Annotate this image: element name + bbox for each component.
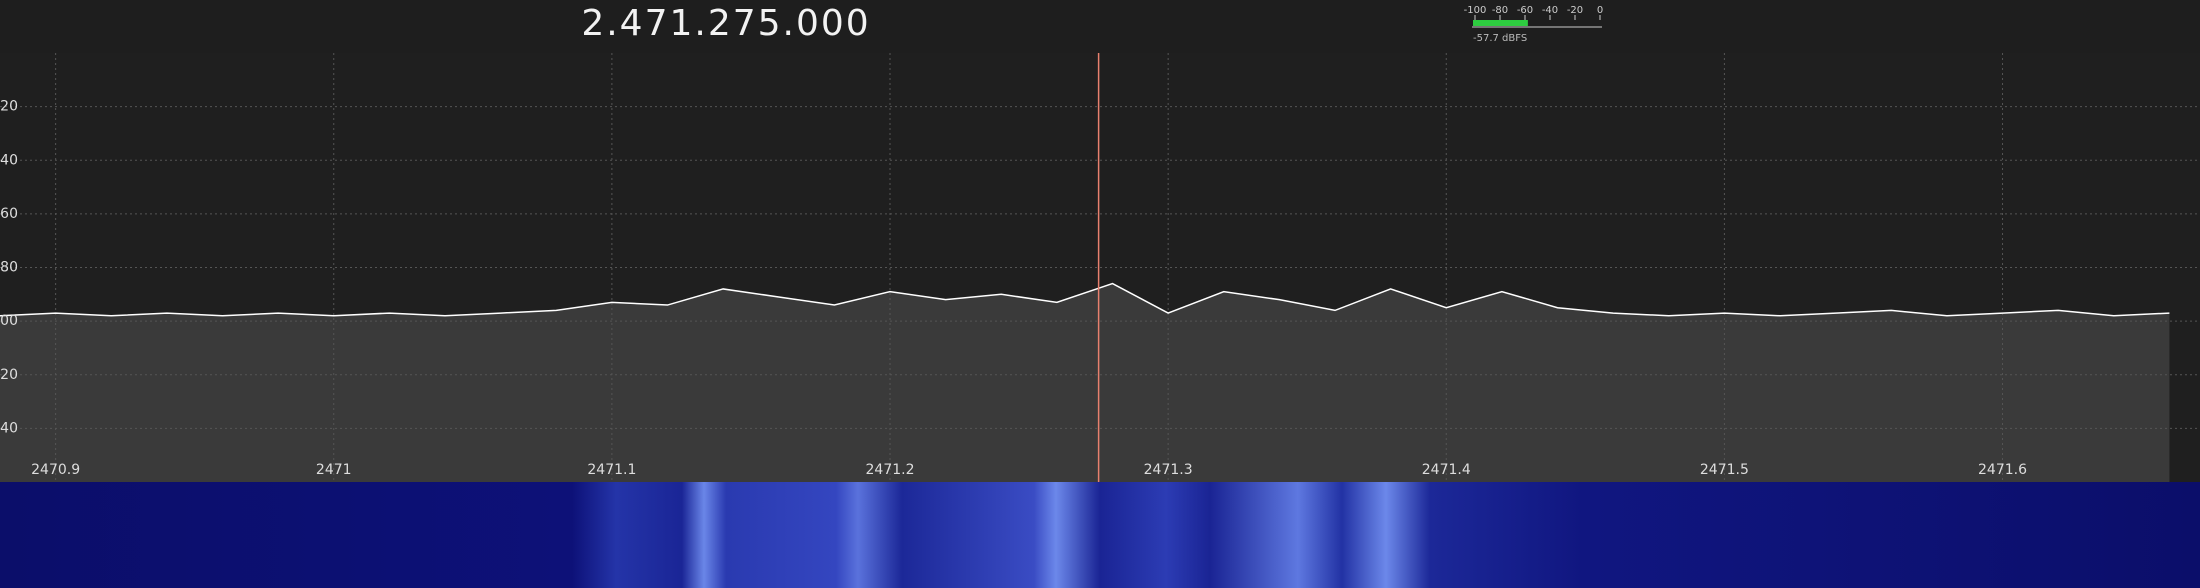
spectrum-fill xyxy=(0,283,2170,482)
meter-tick-label: -40 xyxy=(1542,5,1558,16)
y-tick-label: -40 xyxy=(0,152,18,168)
meter-reading: -57.7 dBFS xyxy=(1473,33,1527,44)
x-tick-label: 2471.6 xyxy=(1978,462,2027,478)
meter-tick-label: -60 xyxy=(1517,5,1533,16)
y-tick-label: -140 xyxy=(0,420,18,436)
y-tick-label: -120 xyxy=(0,367,18,383)
meter-tick-label: 0 xyxy=(1597,5,1603,16)
signal-meter: -100 -80 -60 -40 -20 0 -57.7 dBFS xyxy=(1464,5,1604,44)
y-tick-label: -100 xyxy=(0,313,18,329)
meter-tick-label: -100 xyxy=(1464,5,1487,16)
meter-bar xyxy=(1473,20,1528,26)
meter-tick-label: -20 xyxy=(1567,5,1583,16)
y-tick-label: -60 xyxy=(0,206,18,222)
x-tick-label: 2471.3 xyxy=(1144,462,1193,478)
waterfall xyxy=(0,482,2200,588)
y-tick-label: -20 xyxy=(0,99,18,115)
x-tick-label: 2470.9 xyxy=(31,462,80,478)
x-tick-label: 2471.1 xyxy=(587,462,636,478)
x-tick-label: 2471 xyxy=(316,462,352,478)
x-tick-label: 2471.2 xyxy=(866,462,915,478)
meter-tick-label: -80 xyxy=(1492,5,1508,16)
frequency-display[interactable]: 2.471.275.000 xyxy=(581,3,870,44)
spectrum-trace xyxy=(0,282,2170,317)
top-bar xyxy=(0,0,2200,53)
x-tick-label: 2471.5 xyxy=(1700,462,1749,478)
x-tick-label: 2471.4 xyxy=(1422,462,1471,478)
y-tick-label: -80 xyxy=(0,260,18,276)
spectrum-plot: -20 -40 -60 -80 -100 -120 -140 2470.9 2471 2471.1… xyxy=(0,53,2200,482)
